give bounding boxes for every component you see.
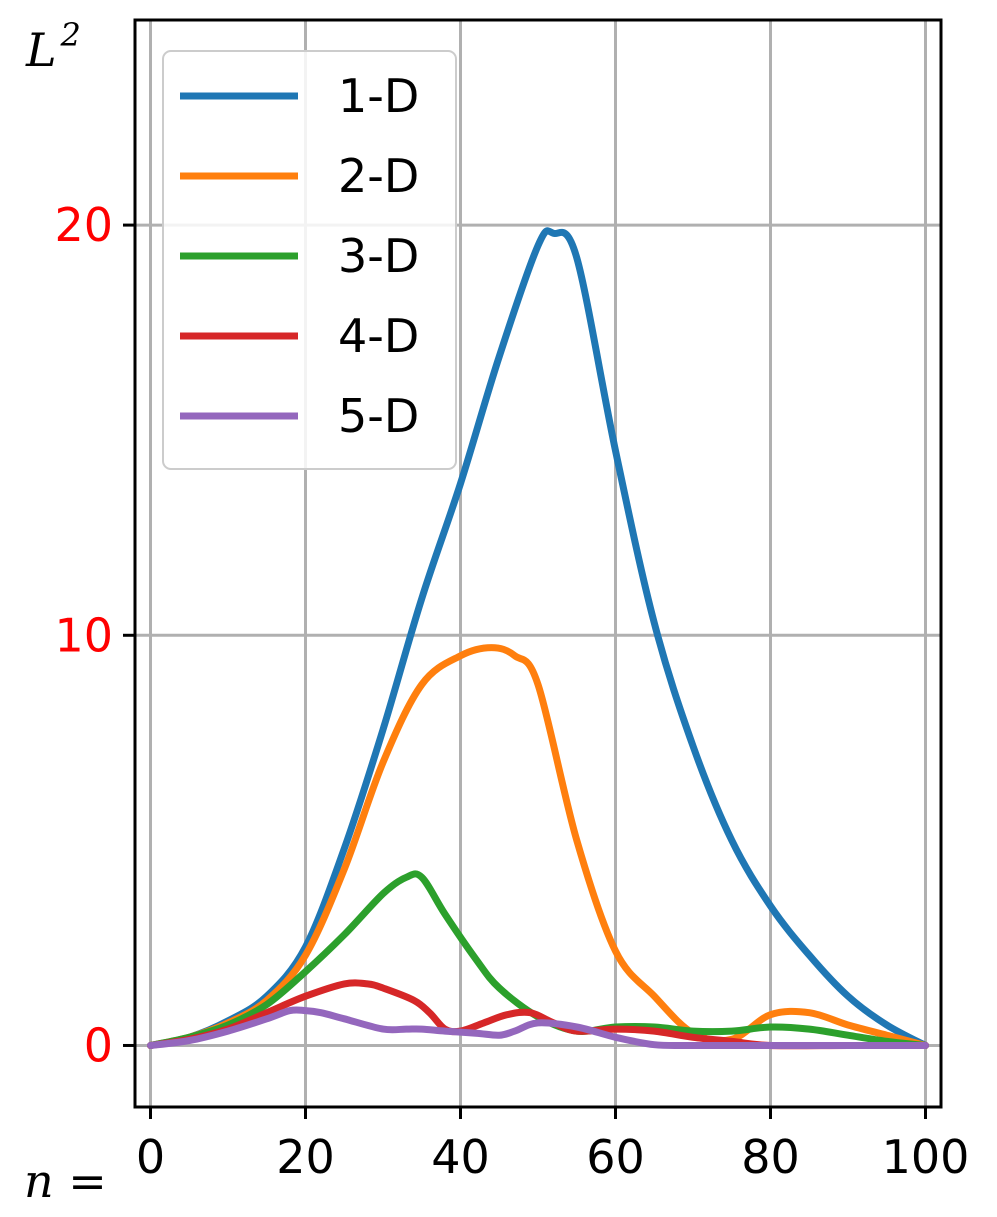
x-tick-label: 80: [741, 1130, 800, 1184]
plot-lines: [147, 227, 929, 1050]
y-tick-label: 0: [84, 1018, 113, 1072]
axis-ticks: 0 20 40 60 80 100 0 10 20: [54, 198, 969, 1184]
series-line-3-d: [147, 870, 929, 1049]
y-tick-label: 20: [54, 198, 113, 252]
x-tick-label: 100: [882, 1130, 970, 1184]
x-axis-label: n =: [24, 1154, 107, 1208]
plot-frame: [133, 18, 943, 1109]
x-tick-label: 40: [431, 1130, 490, 1184]
series-line-1-d: [147, 227, 929, 1049]
legend-label-2-d: 2-D: [338, 149, 419, 203]
legend-box: [162, 50, 457, 470]
x-tick-label: 20: [276, 1130, 335, 1184]
legend-label-4-d: 4-D: [338, 309, 419, 363]
legend-label-1-d: 1-D: [338, 69, 419, 123]
y-tick-label: 10: [54, 608, 113, 662]
x-tick-label: 60: [586, 1130, 645, 1184]
legend: 1-D 2-D 3-D 4-D 5-D: [162, 50, 457, 470]
legend-label-5-d: 5-D: [338, 389, 419, 443]
legend-label-3-d: 3-D: [338, 229, 419, 283]
series-line-5-d: [147, 1006, 929, 1050]
series-line-2-d: [147, 644, 929, 1049]
x-tick-label: 0: [136, 1130, 165, 1184]
series-line-4-d: [147, 979, 929, 1050]
